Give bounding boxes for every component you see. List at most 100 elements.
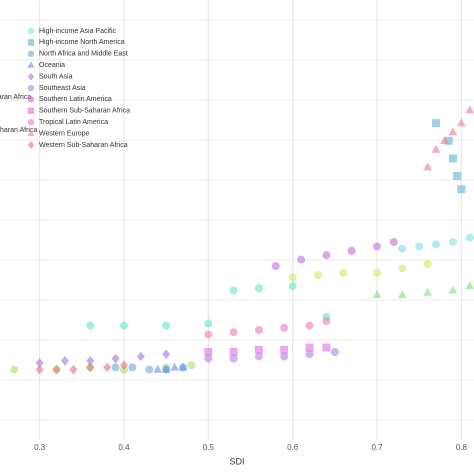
marker — [347, 246, 356, 255]
legend-marker — [27, 96, 35, 103]
legend-label: haran Africa — [0, 127, 37, 134]
marker — [305, 343, 314, 352]
marker — [280, 352, 289, 361]
marker — [204, 348, 213, 356]
marker — [373, 242, 382, 251]
marker — [229, 348, 238, 356]
marker — [153, 364, 163, 373]
legend-label: North Africa and Middle East — [39, 51, 128, 58]
marker — [440, 136, 449, 144]
marker — [136, 351, 145, 362]
marker — [288, 273, 297, 282]
legend-marker — [27, 39, 35, 46]
marker — [322, 317, 331, 326]
marker — [305, 350, 314, 359]
marker — [111, 363, 120, 372]
marker — [389, 238, 398, 246]
marker — [432, 240, 441, 249]
legend-marker — [27, 50, 35, 57]
x-axis-title: SDI — [229, 456, 244, 466]
x-tick-label: 0.6 — [287, 443, 299, 452]
marker — [254, 345, 263, 354]
legend-marker — [27, 119, 35, 126]
marker — [170, 362, 179, 371]
x-tick-label: 0.4 — [118, 443, 130, 452]
x-tick-label: 0.8 — [456, 443, 468, 452]
marker — [297, 255, 306, 264]
marker — [229, 354, 238, 363]
legend-marker — [27, 129, 35, 137]
marker — [60, 356, 69, 366]
marker — [415, 242, 424, 251]
marker — [187, 361, 196, 370]
marker — [339, 268, 348, 277]
marker — [35, 358, 44, 368]
marker — [86, 321, 95, 330]
marker — [103, 362, 112, 373]
legend-marker — [27, 61, 35, 68]
marker — [457, 185, 466, 194]
marker — [119, 321, 128, 330]
marker — [35, 364, 44, 375]
marker — [52, 364, 61, 375]
x-tick-label: 0.3 — [34, 443, 46, 452]
marker — [322, 251, 331, 260]
marker — [465, 281, 474, 290]
marker — [161, 364, 171, 373]
grid — [0, 19, 474, 421]
legend-label: Southeast Asia — [39, 85, 86, 92]
legend-label: High-income North America — [39, 39, 125, 46]
legend-marker — [27, 141, 35, 149]
marker — [431, 144, 441, 153]
marker — [448, 154, 457, 163]
legend-label: Southern Latin America — [39, 96, 112, 103]
marker — [254, 352, 263, 361]
marker — [397, 290, 407, 298]
legend-label: High-income Asia Pacific — [39, 28, 117, 35]
marker — [271, 262, 280, 271]
legend-label: Western Sub-Saharan Africa — [39, 142, 128, 149]
marker — [398, 264, 407, 273]
marker — [423, 162, 433, 171]
legend-marker — [27, 84, 35, 92]
legend-marker — [27, 107, 35, 114]
marker — [86, 356, 95, 366]
marker — [423, 260, 432, 268]
marker — [229, 328, 238, 337]
legend-label: South Asia — [39, 73, 73, 80]
marker — [448, 285, 458, 294]
marker — [86, 362, 95, 373]
marker — [162, 349, 171, 359]
marker — [330, 348, 339, 356]
marker — [453, 172, 462, 180]
marker — [119, 360, 128, 370]
marker — [465, 233, 474, 242]
marker — [432, 119, 441, 128]
marker — [313, 271, 322, 279]
legend-label: aharan Africa — [0, 94, 31, 101]
marker — [305, 321, 314, 330]
marker — [465, 105, 474, 114]
marker — [145, 365, 154, 374]
marker — [398, 244, 407, 253]
marker — [128, 363, 137, 372]
marker — [372, 290, 382, 298]
marker — [280, 345, 289, 354]
marker — [288, 282, 297, 290]
marker — [448, 238, 457, 246]
marker — [280, 323, 289, 332]
marker — [456, 118, 466, 127]
marker — [448, 127, 458, 136]
marker — [178, 362, 188, 371]
legend-label: Western Europe — [39, 130, 90, 137]
marker — [444, 136, 453, 145]
marker — [254, 284, 263, 293]
marker — [162, 321, 171, 330]
legend-label: Oceania — [39, 62, 65, 69]
marker — [204, 319, 213, 328]
marker — [10, 365, 19, 374]
marker — [373, 268, 382, 277]
marker — [204, 354, 213, 363]
